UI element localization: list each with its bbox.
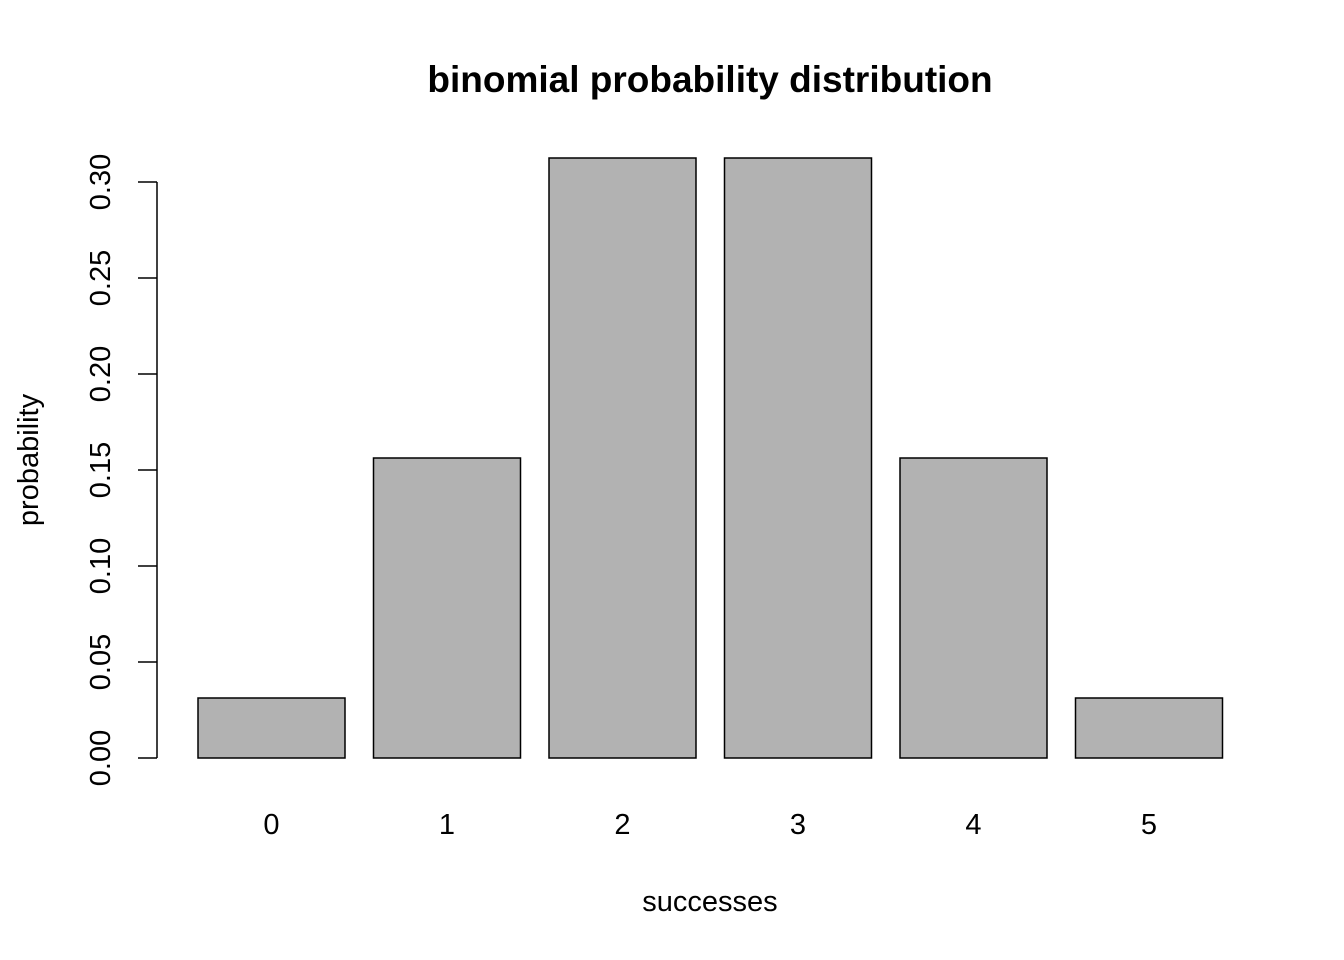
y-tick-label: 0.20 <box>85 346 117 402</box>
y-tick-label: 0.05 <box>85 634 117 690</box>
y-axis: 0.00 0.05 0.10 0.15 0.20 0.25 0.30 <box>85 154 158 786</box>
x-tick-label: 0 <box>263 809 279 841</box>
bar-5 <box>1074 697 1224 759</box>
x-tick-label: 5 <box>1141 809 1157 841</box>
y-tick-label: 0.10 <box>85 538 117 594</box>
bar-2 <box>548 157 697 759</box>
x-tick-label: 3 <box>790 809 806 841</box>
y-tick-label: 0.00 <box>85 730 117 786</box>
y-tick-label: 0.25 <box>85 250 117 306</box>
x-tick-label: 4 <box>965 809 981 841</box>
bar-3 <box>723 157 873 759</box>
bar-4 <box>899 457 1048 759</box>
bar-0 <box>197 697 346 759</box>
x-tick-label: 2 <box>614 809 630 841</box>
x-axis-label: successes <box>642 886 777 918</box>
y-axis-label: probability <box>13 393 45 526</box>
x-tick-label: 1 <box>439 809 455 841</box>
y-tick-label: 0.15 <box>85 442 117 498</box>
y-tick-label: 0.30 <box>85 154 117 210</box>
bars <box>197 157 1224 759</box>
bar-1 <box>372 457 522 759</box>
chart-title: binomial probability distribution <box>427 59 992 100</box>
x-tick-labels: 0 1 2 3 4 5 <box>263 809 1157 841</box>
